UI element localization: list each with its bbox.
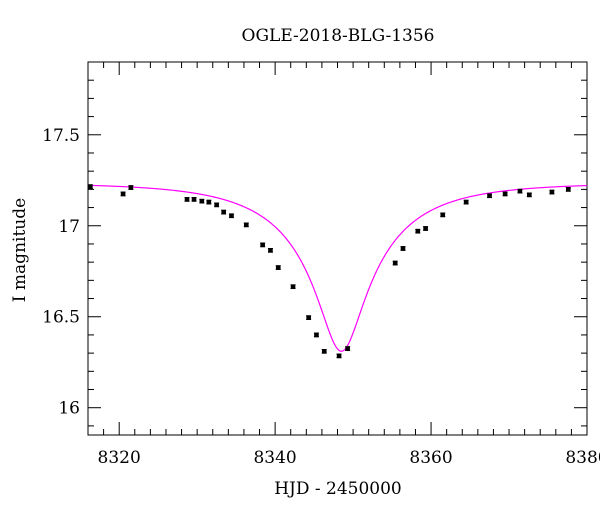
point-marker [314, 332, 319, 338]
point-marker [527, 192, 532, 198]
point-marker [321, 349, 327, 354]
point-marker [88, 184, 93, 189]
data-point [336, 353, 342, 359]
y-tick-label: 16 [58, 399, 80, 419]
point-marker [345, 346, 350, 351]
data-point [221, 209, 227, 215]
data-point [260, 242, 266, 248]
x-tick-label: 8340 [253, 448, 296, 468]
data-point [191, 197, 197, 202]
data-point [526, 192, 532, 198]
data-point [345, 346, 351, 351]
point-marker [260, 242, 265, 248]
data-point [517, 188, 523, 194]
y-axis: 16 16.5 17 17.5 [42, 61, 587, 427]
point-marker [565, 187, 571, 192]
point-marker [221, 209, 226, 215]
x-tick-label: 8360 [409, 448, 452, 468]
data-point [275, 265, 281, 270]
point-marker [290, 284, 296, 290]
data-point [243, 222, 249, 228]
data-point [502, 191, 508, 197]
data-point [415, 228, 421, 234]
data-point [549, 189, 555, 195]
data-point [120, 191, 126, 197]
x-tick-label: 8320 [98, 448, 141, 468]
data-point [199, 198, 205, 204]
point-marker [206, 199, 212, 205]
point-marker [199, 198, 205, 204]
data-point [440, 212, 446, 218]
point-marker [128, 185, 134, 190]
model-curve [87, 184, 588, 352]
y-axis-label: I magnitude [10, 198, 30, 302]
point-marker [392, 260, 398, 266]
data-point [290, 284, 296, 290]
x-tick-label: 8380 [565, 448, 600, 468]
y-tick-label: 17 [58, 217, 80, 237]
data-point [214, 202, 220, 208]
point-marker [517, 188, 523, 194]
chart-title: OGLE-2018-BLG-1356 [242, 26, 435, 46]
data-point [400, 246, 406, 251]
point-marker [463, 199, 469, 205]
point-marker [423, 226, 428, 231]
data-point [184, 197, 190, 202]
data-point [487, 193, 493, 199]
point-marker [336, 353, 342, 359]
plot-frame [87, 61, 588, 436]
data-point [392, 260, 398, 266]
point-marker [268, 248, 273, 253]
data-point [321, 348, 327, 354]
y-tick-label: 16.5 [42, 308, 80, 328]
point-marker [306, 315, 311, 320]
data-point [228, 213, 234, 219]
plot-border [87, 61, 588, 436]
data-point [423, 226, 429, 231]
data-point [463, 199, 469, 205]
point-marker [229, 213, 234, 219]
data-point [87, 184, 93, 189]
point-marker [440, 212, 446, 218]
point-marker [549, 189, 555, 195]
data-point [267, 248, 273, 253]
data-point [128, 185, 134, 190]
point-marker [487, 193, 492, 199]
point-marker [502, 191, 508, 197]
x-axis-label: HJD - 2450000 [274, 479, 402, 499]
point-marker [184, 197, 190, 202]
data-point [206, 199, 212, 205]
point-marker [191, 197, 197, 202]
data-point [306, 315, 312, 320]
point-marker [243, 222, 249, 228]
data-point [313, 332, 319, 338]
point-marker [400, 246, 406, 251]
y-tick-label: 17.5 [42, 126, 80, 146]
data-points [87, 184, 571, 359]
data-point [565, 187, 571, 192]
point-marker [275, 265, 281, 270]
point-marker [214, 202, 219, 208]
point-marker [120, 191, 126, 197]
point-marker [415, 228, 421, 234]
x-axis: 8320 8340 8360 8380 [87, 62, 600, 468]
